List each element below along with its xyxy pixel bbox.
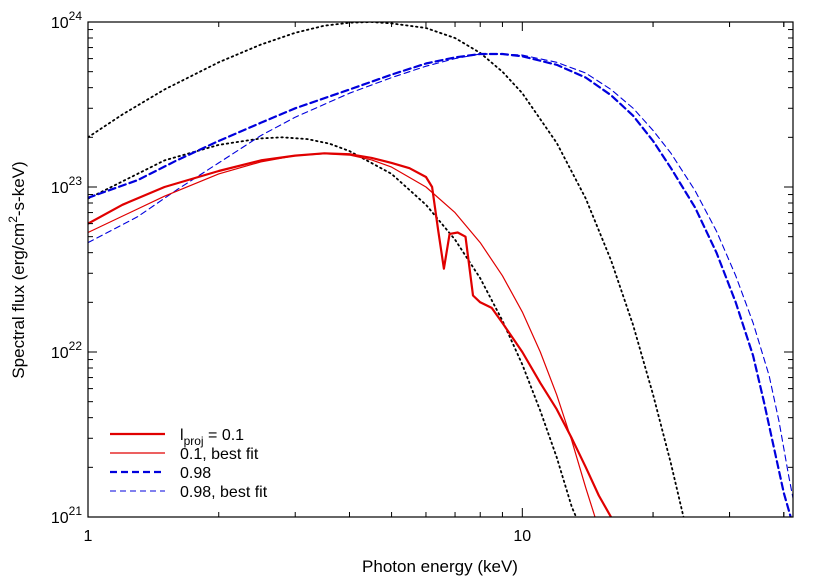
legend-label-s4: 0.98, best fit — [180, 484, 268, 501]
legend-text-part: 0.98 — [180, 465, 211, 482]
legend-text-part: 0.1, best fit — [180, 446, 259, 463]
series-line-s3 — [88, 52, 792, 517]
x-tick-label: 1 — [84, 528, 93, 545]
plot-frame — [87, 21, 794, 518]
y-axis-label-rest: -s-keV) — [9, 161, 28, 216]
y-tick-base: 10 — [51, 510, 69, 527]
series-line-s1 — [88, 152, 613, 517]
series-layer — [88, 22, 793, 517]
y-tick-label: 1023 — [51, 174, 82, 197]
y-tick-exponent: 23 — [69, 174, 83, 188]
legend-label-s3: 0.98 — [180, 465, 211, 482]
series-line-s4 — [88, 53, 793, 499]
y-tick-label: 1021 — [51, 504, 82, 527]
x-axis-label: Photon energy (keV) — [362, 557, 518, 576]
legend-text-part: 0.98, best fit — [180, 484, 268, 501]
x-tick-label: 10 — [513, 528, 531, 545]
y-tick-base: 10 — [51, 180, 69, 197]
legend-label-s1: lproj = 0.1 — [180, 427, 244, 448]
legend-text-part: = 0.1 — [204, 427, 245, 444]
legend-label-s2: 0.1, best fit — [180, 446, 259, 463]
y-axis-label-main: Spectral flux (erg/cm — [9, 223, 28, 379]
y-tick-label: 1024 — [51, 9, 82, 32]
y-axis-label-sup: 2 — [6, 216, 20, 223]
y-tick-label: 1022 — [51, 339, 82, 362]
y-axis-label: Spectral flux (erg/cm2-s-keV) — [6, 161, 28, 378]
y-tick-exponent: 24 — [69, 9, 83, 23]
legend-text-part: l — [180, 427, 184, 444]
y-tick-base: 10 — [51, 15, 69, 32]
legend-text-part: proj — [184, 434, 204, 448]
y-tick-exponent: 22 — [69, 339, 83, 353]
y-tick-base: 10 — [51, 345, 69, 362]
y-tick-exponent: 21 — [69, 504, 83, 518]
series-line-b1 — [88, 22, 685, 517]
ticks-layer — [87, 21, 793, 518]
series-line-s2 — [88, 153, 596, 517]
series-line-b2 — [88, 136, 577, 517]
